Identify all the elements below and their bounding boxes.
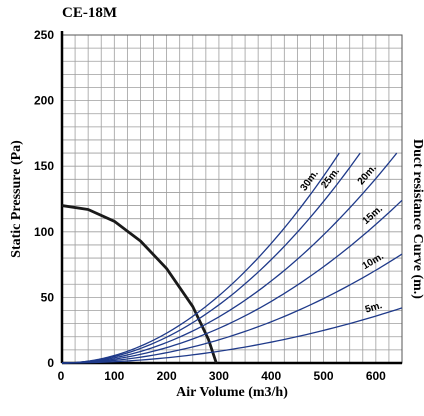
series-group xyxy=(61,152,403,364)
y-tick-label: 200 xyxy=(34,94,54,108)
y-tick-label: 0 xyxy=(47,356,54,370)
grid xyxy=(62,34,402,363)
y-axis-label: Static Pressure (Pa) xyxy=(9,140,24,258)
x-tick-label: 300 xyxy=(209,369,229,383)
duct-curve-label: 30m. xyxy=(299,168,321,193)
duct-curve-label: 10m. xyxy=(361,251,386,272)
x-tick-label: 0 xyxy=(58,369,65,383)
duct-curve-30m-line xyxy=(61,152,340,364)
right-axis-label: Duct resistance Curve (m.) xyxy=(410,139,424,299)
y-tick-label: 100 xyxy=(34,225,54,239)
duct-curve-5m-line xyxy=(61,307,403,364)
chart-title: CE-18M xyxy=(62,5,117,21)
duct-curve-20m-line xyxy=(61,152,398,364)
x-tick-label: 100 xyxy=(104,369,124,383)
x-tick-label: 200 xyxy=(157,369,177,383)
duct-curve-label: 25m. xyxy=(319,166,342,191)
y-tick-label: 150 xyxy=(34,159,54,173)
duct-curve-15m-line xyxy=(61,199,403,364)
y-tick-label: 250 xyxy=(34,28,54,42)
y-tick-label: 50 xyxy=(41,290,55,304)
x-tick-label: 600 xyxy=(366,369,386,383)
x-tick-label: 500 xyxy=(314,369,334,383)
x-axis-label: Air Volume (m3/h) xyxy=(176,385,288,400)
duct-curve-label: 5m. xyxy=(364,300,384,316)
duct-curve-label: 15m. xyxy=(361,203,386,227)
duct-curve-25m-line xyxy=(61,152,361,364)
x-tick-label: 400 xyxy=(261,369,281,383)
duct-curve-10m-line xyxy=(61,253,403,364)
